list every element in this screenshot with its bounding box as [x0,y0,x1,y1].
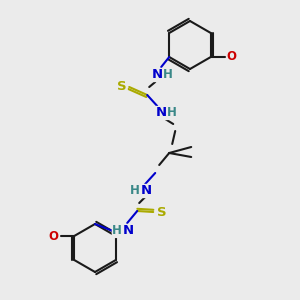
Text: O: O [227,50,237,64]
Text: N: N [141,184,152,197]
Text: H: H [112,224,122,238]
Text: H: H [163,68,173,82]
Text: N: N [152,68,163,82]
Text: S: S [158,206,167,220]
Text: S: S [117,80,127,94]
Text: H: H [167,106,177,119]
Text: N: N [123,224,134,238]
Text: N: N [156,106,167,119]
Text: O: O [48,230,58,242]
Text: H: H [130,184,140,197]
